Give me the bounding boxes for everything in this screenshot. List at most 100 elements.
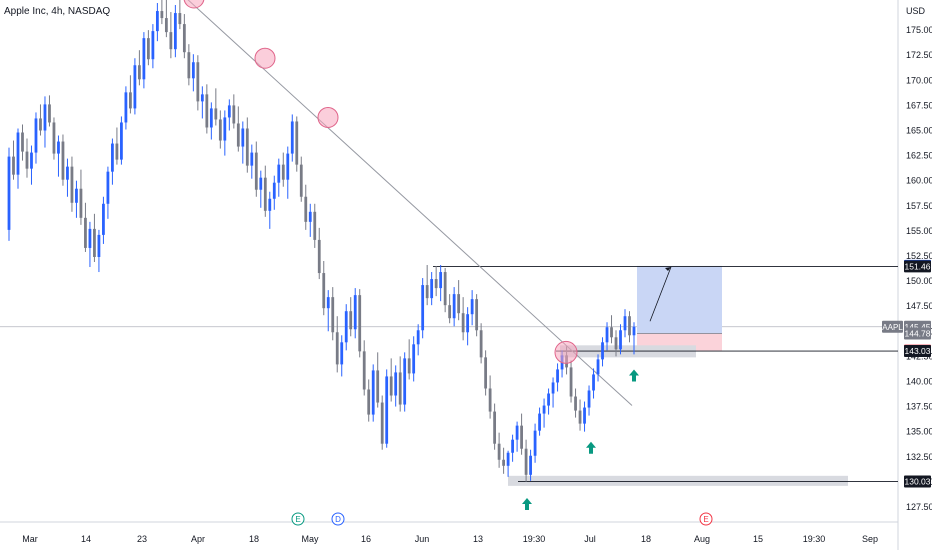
candle-body	[232, 105, 236, 124]
x-tick-label: Jun	[415, 534, 430, 544]
event-badge-label: D	[335, 515, 341, 524]
candle-body	[34, 118, 38, 153]
candle-body	[178, 13, 182, 25]
candle-body	[389, 376, 393, 396]
candle-body	[173, 13, 177, 50]
candle-body	[533, 430, 537, 456]
candle-body	[25, 151, 29, 169]
candle-body	[196, 62, 200, 102]
x-tick-label: Sep	[862, 534, 878, 544]
x-tick-label: Jul	[584, 534, 596, 544]
y-tick-label: 167.50	[906, 100, 932, 110]
candle-body	[412, 344, 416, 374]
candle-body	[182, 24, 186, 53]
price-label-box	[904, 327, 931, 340]
candle-body	[272, 182, 276, 199]
candle-body	[209, 108, 213, 128]
candle-body	[313, 211, 317, 240]
candle-body	[542, 405, 546, 414]
candle-body	[583, 407, 586, 424]
event-badge-label: E	[295, 515, 300, 524]
candle-body	[520, 425, 523, 449]
candle-body	[349, 311, 353, 330]
candle-body	[326, 297, 330, 309]
candle-body	[21, 132, 24, 152]
candle-body	[205, 94, 209, 128]
candle-body	[111, 143, 114, 172]
candle-body	[461, 313, 465, 333]
candle-body	[488, 388, 492, 412]
price-label: 143.03	[905, 346, 931, 356]
candle-body	[394, 372, 398, 396]
price-label: 130.03	[905, 477, 931, 487]
x-tick-label: Apr	[191, 534, 205, 544]
candle-body	[619, 330, 622, 350]
x-tick-label: 19:30	[803, 534, 826, 544]
candle-body	[75, 188, 78, 203]
candle-body	[511, 439, 514, 453]
candle-body	[12, 156, 15, 175]
candle-body	[470, 299, 474, 315]
trend-touch-circle	[317, 106, 339, 128]
trend-touch-circle	[554, 340, 578, 364]
event-badge	[699, 512, 713, 526]
candle-body	[191, 62, 195, 79]
candle-body	[102, 203, 105, 235]
candle-body	[551, 382, 555, 394]
candle-body	[358, 295, 362, 352]
y-tick-label: 147.50	[906, 301, 932, 311]
candle-body	[268, 198, 272, 211]
candle-body	[263, 177, 267, 211]
y-tick-label: 137.50	[906, 402, 932, 412]
candle-body	[335, 332, 339, 365]
candle-body	[227, 105, 231, 118]
candle-body	[596, 359, 600, 375]
candle-body	[138, 65, 141, 80]
candle-body	[120, 122, 123, 160]
candle-body	[587, 390, 591, 408]
y-tick-label: 155.00	[906, 226, 932, 236]
trend-touch-circle	[183, 0, 205, 9]
candle-body	[430, 279, 434, 299]
candle-body	[556, 369, 559, 383]
y-tick-label: 172.50	[906, 50, 932, 60]
x-tick-label: 19:30	[523, 534, 546, 544]
up-arrow-marker	[629, 369, 639, 382]
candle-body	[115, 143, 119, 160]
candle-body	[241, 128, 245, 147]
candle-body	[254, 152, 258, 190]
currency-label: USD	[906, 6, 926, 16]
event-badge	[331, 512, 345, 526]
candle-body	[484, 357, 488, 389]
candle-body	[151, 31, 155, 60]
candle-body	[133, 65, 137, 109]
y-tick-label: 162.50	[906, 151, 932, 161]
candle-body	[502, 459, 505, 466]
candle-body	[52, 122, 56, 154]
candle-body	[416, 330, 420, 345]
candle-body	[250, 152, 254, 166]
candle-body	[164, 18, 168, 33]
candle-body	[7, 156, 11, 230]
candle-body	[304, 196, 308, 222]
y-tick-label: 127.50	[906, 502, 932, 512]
candle-body	[439, 272, 443, 289]
candle-body	[380, 402, 384, 444]
candle-body	[623, 316, 627, 331]
x-tick-label: 13	[473, 534, 483, 544]
candle-body	[57, 141, 60, 154]
candle-body	[601, 342, 604, 360]
candle-body	[385, 376, 389, 444]
candle-body	[39, 118, 42, 131]
symbol-tag: AAPL	[882, 323, 903, 332]
trend-touch-circle	[254, 47, 276, 69]
y-tick-label: 140.00	[906, 376, 932, 386]
candle-body	[421, 285, 425, 331]
candle-body	[245, 128, 249, 166]
candle-body	[259, 177, 263, 190]
candle-body	[614, 337, 618, 350]
candle-body	[407, 358, 411, 374]
x-tick-label: 15	[753, 534, 763, 544]
